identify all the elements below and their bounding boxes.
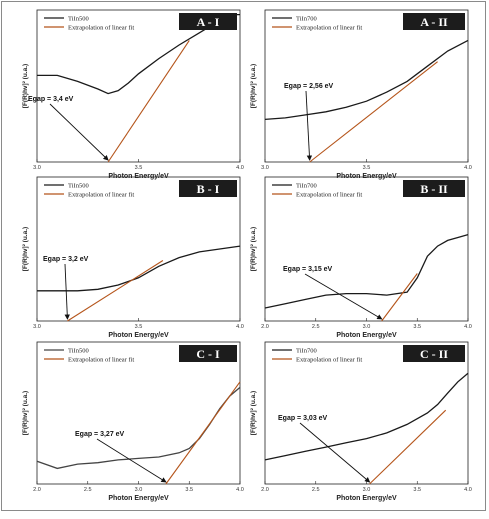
x-tick-label: 4.0 [236,324,244,330]
panel-badge [179,13,237,30]
x-tick-label: 3.0 [33,165,41,171]
figure-border [1,1,486,511]
legend-label: Extrapolation of linear fit [68,24,134,31]
linear-fit-line [165,381,241,485]
linear-fit-line [369,409,447,485]
legend-label: Extrapolation of linear fit [68,191,134,198]
panel-badge [403,13,465,30]
legend-label: TiIn700 [296,182,317,189]
panel-badge-label: C - II [420,347,448,361]
x-tick-label: 3.5 [185,487,193,493]
egap-arrow [305,90,313,161]
legend-label: TiIn500 [68,15,89,22]
x-tick-label: 4.0 [236,165,244,171]
egap-annotation: Egap = 3,15 eV [283,266,333,273]
y-axis-label: [F(R)hv]² (u.a.) [250,227,257,271]
egap-annotation: Egap = 3,4 eV [28,96,74,103]
egap-arrow [304,273,383,320]
linear-fit-line [309,61,438,163]
panel-c-ii: 2.0 2.5 3.0 3.5 4.0 Photon Energy/eV [F(R)hv]²… [250,341,472,502]
panel-badge-label: B - I [197,182,220,196]
x-tick-label: 3.5 [413,487,421,493]
egap-arrow [96,438,167,483]
egap-annotation: Egap = 3,2 eV [43,256,89,263]
panel-badge [403,180,465,197]
x-tick-label: 2.5 [312,487,320,493]
x-tick-label: 4.0 [236,487,244,493]
y-axis-label: [F(R)hv]² (u.a.) [250,391,257,435]
x-tick-label: 3.0 [261,165,269,171]
y-axis-label: [F(R)hv]² (u.a.) [22,227,29,271]
data-series-line [264,39,469,121]
panel-badge-label: A - II [420,15,448,29]
x-tick-label: 2.0 [33,487,41,493]
x-tick-label: 2.0 [261,324,269,330]
data-series-line [264,233,469,309]
y-axis-label: [F(R)hv]² (u.a.) [250,64,257,108]
x-tick-label: 2.0 [261,487,269,493]
x-tick-label: 4.0 [464,487,472,493]
egap-arrow [49,103,109,161]
x-tick-label: 3.5 [413,324,421,330]
x-axis-label: Photon Energy/eV [108,495,169,502]
egap-arrow [64,263,70,320]
y-axis-label: [F(R)hv]² (u.a.) [22,391,29,435]
legend-label: Extrapolation of linear fit [296,24,362,31]
x-tick-label: 3.5 [135,165,143,171]
x-tick-label: 3.0 [135,487,143,493]
x-tick-label: 3.5 [135,324,143,330]
y-axis-label: [F(R)hv]² (u.a.) [22,64,29,108]
x-tick-label: 2.5 [312,324,320,330]
panel-a-i: 3.0 3.5 4.0 Photon Energy/eV [F(R)hv]² (u.a.… [22,9,244,180]
data-series-line [264,372,469,461]
legend-label: Extrapolation of linear fit [68,356,134,363]
legend-label: TiIn500 [68,182,89,189]
panel-badge-label: C - I [196,347,220,361]
x-tick-label: 4.0 [464,324,472,330]
panel-badge-label: A - I [197,15,220,29]
legend-label: TiIn700 [296,347,317,354]
linear-fit-line [107,40,190,163]
x-axis-label: Photon Energy/eV [108,173,169,180]
panel-a-ii: 3.0 3.5 4.0 Photon Energy/eV [F(R)hv]² (u.a.… [250,9,472,180]
linear-fit-line [381,273,418,322]
panel-b-i: 3.0 3.5 4.0 Photon Energy/eV [F(R)hv]² (u.a.… [22,176,244,339]
egap-arrow [299,422,371,483]
x-tick-label: 3.0 [363,324,371,330]
x-tick-label: 2.5 [84,487,92,493]
x-axis-label: Photon Energy/eV [336,332,397,339]
x-tick-label: 3.0 [363,487,371,493]
panel-b-ii: 2.0 2.5 3.0 3.5 4.0 Photon Energy/eV [F(R)hv]²… [250,176,472,339]
x-tick-label: 3.0 [33,324,41,330]
x-tick-label: 3.5 [363,165,371,171]
panel-c-i: 2.0 2.5 3.0 3.5 4.0 Photon Energy/eV [F(R)hv]²… [22,341,244,502]
x-axis-label: Photon Energy/eV [108,332,169,339]
x-tick-label: 4.0 [464,165,472,171]
legend-label: Extrapolation of linear fit [296,356,362,363]
x-axis-label: Photon Energy/eV [336,173,397,180]
legend-label: Extrapolation of linear fit [296,191,362,198]
legend-label: TiIn700 [296,15,317,22]
panel-badge [179,180,237,197]
egap-annotation: Egap = 3,03 eV [278,415,328,422]
legend-label: TiIn500 [68,347,89,354]
egap-annotation: Egap = 3,27 eV [75,431,125,438]
linear-fit-line [67,260,164,322]
data-series-line [37,245,241,292]
panel-badge [179,345,237,362]
egap-annotation: Egap = 2,56 eV [284,83,334,90]
panel-badge-label: B - II [420,182,448,196]
x-axis-label: Photon Energy/eV [336,495,397,502]
panel-badge [403,345,465,362]
